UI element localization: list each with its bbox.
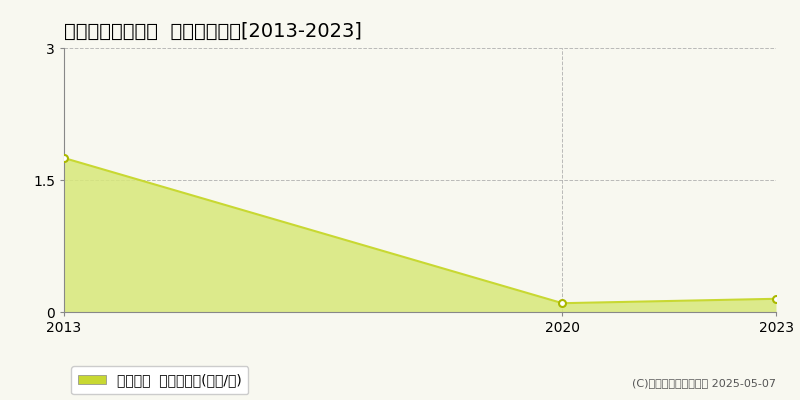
Text: 多気郡大台町下楠  土地価格推移[2013-2023]: 多気郡大台町下楠 土地価格推移[2013-2023] (64, 22, 362, 41)
Legend: 土地価格  平均坪単価(万円/坪): 土地価格 平均坪単価(万円/坪) (71, 366, 249, 394)
Text: (C)土地価格ドットコム 2025-05-07: (C)土地価格ドットコム 2025-05-07 (632, 378, 776, 388)
